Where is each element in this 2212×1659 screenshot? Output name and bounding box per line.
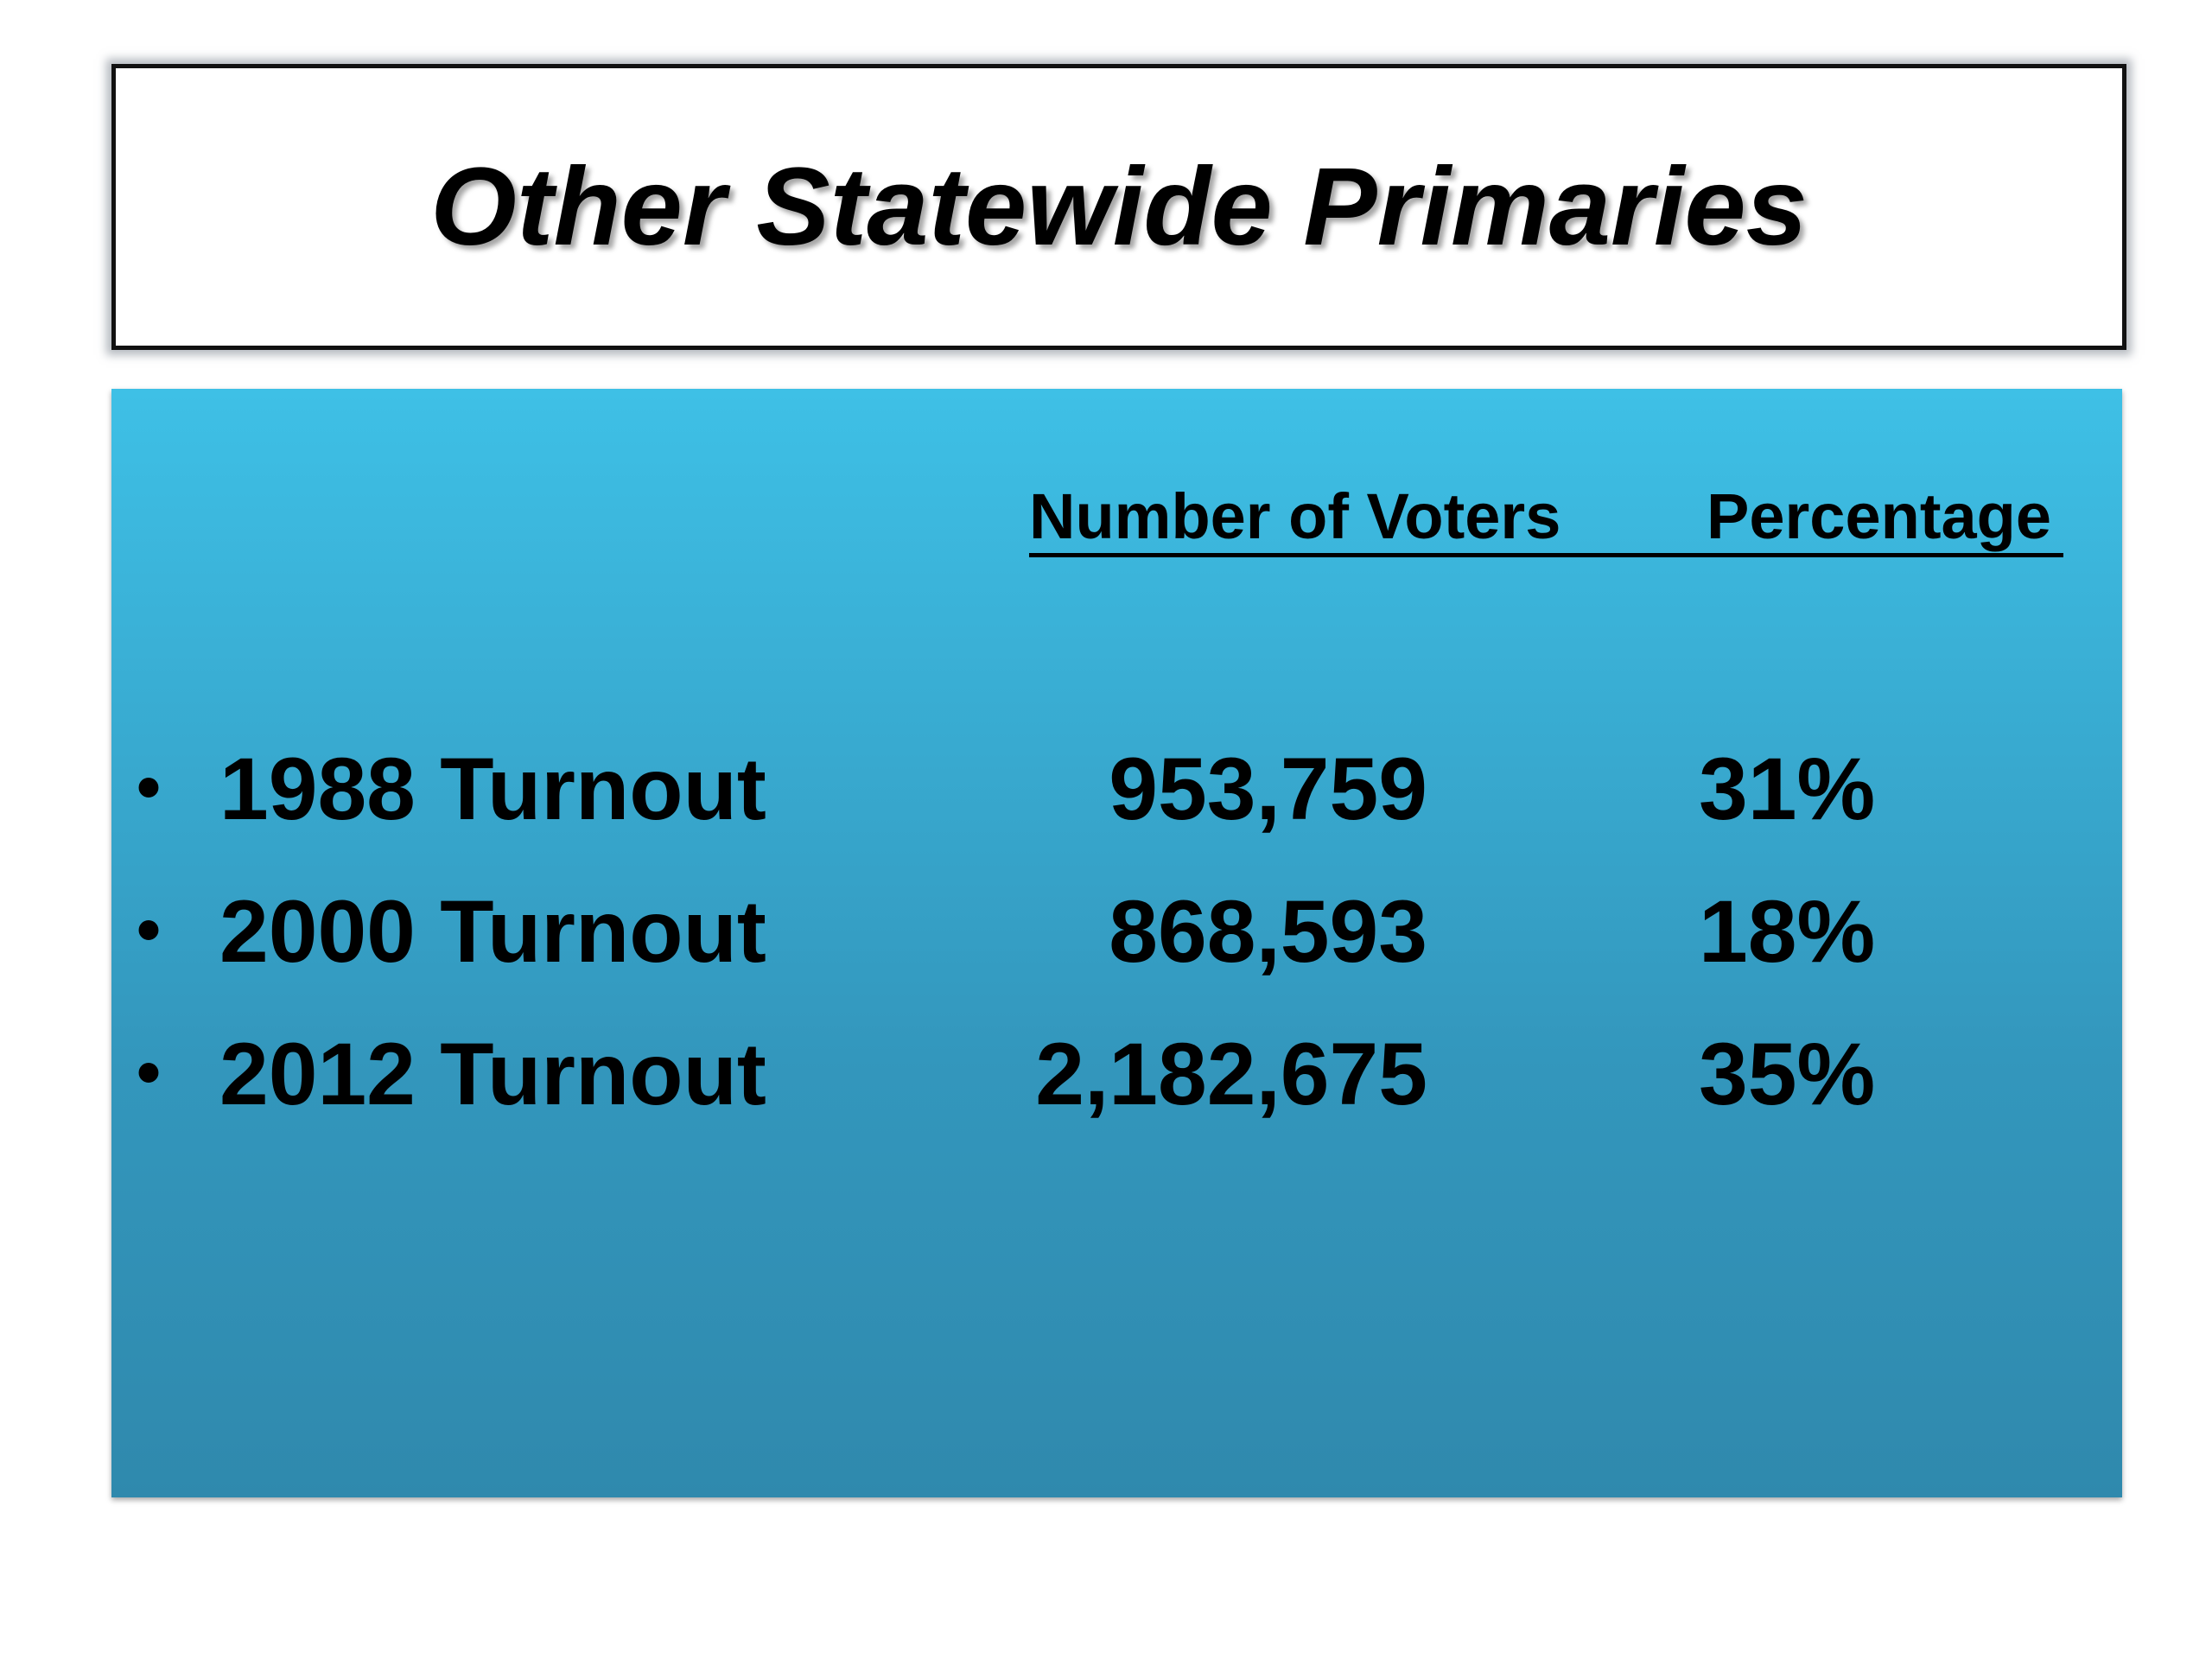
bullet: • [137, 1033, 162, 1110]
bullet: • [137, 891, 162, 968]
percentage: 18% [1699, 882, 1876, 981]
row-label: 1988 Turnout [219, 740, 766, 838]
voter-count: 2,182,675 [1035, 1025, 1427, 1123]
column-header: Number of Voters [1029, 480, 1561, 552]
bullet: • [137, 748, 162, 825]
title-box: Other Statewide Primaries [111, 64, 2126, 350]
header-underline [1029, 553, 2063, 557]
voter-count: 868,593 [1109, 882, 1427, 981]
column-header: Percentage [1707, 480, 2051, 552]
percentage: 31% [1699, 740, 1876, 838]
row-label: 2012 Turnout [219, 1025, 766, 1123]
content-panel [111, 389, 2122, 1497]
slide-title: Other Statewide Primaries [430, 145, 1808, 269]
voter-count: 953,759 [1109, 740, 1427, 838]
percentage: 35% [1699, 1025, 1876, 1123]
row-label: 2000 Turnout [219, 882, 766, 981]
